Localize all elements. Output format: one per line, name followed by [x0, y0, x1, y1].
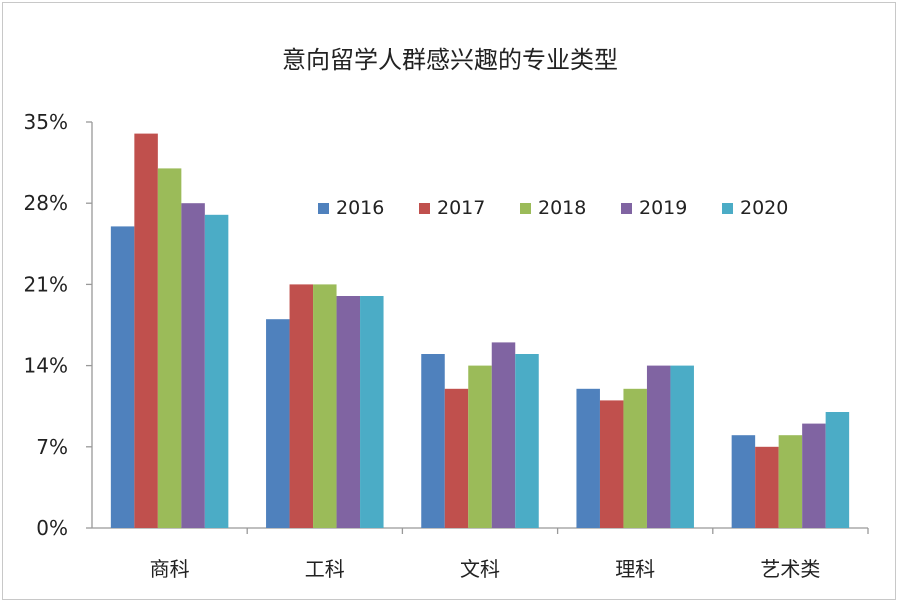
bar-2017-3: [599, 400, 624, 528]
bar-2020-0: [204, 214, 229, 529]
legend-swatch-2020: [722, 203, 733, 214]
bar-2019-4: [802, 423, 826, 528]
bar-2018-4: [778, 435, 803, 528]
y-tick-label: 35%: [24, 110, 68, 134]
legend-label-2018: 2018: [538, 197, 586, 219]
bar-2018-3: [623, 388, 647, 528]
bar-2019-2: [491, 342, 516, 528]
bar-2019-1: [336, 296, 361, 528]
bar-2020-1: [360, 296, 384, 528]
bar-2017-0: [134, 133, 158, 528]
bar-2016-1: [266, 319, 290, 528]
y-tick-label: 0%: [36, 516, 68, 540]
bars: [110, 133, 850, 529]
legend-label-2019: 2019: [639, 197, 687, 219]
bar-2016-3: [576, 388, 600, 528]
y-tick-label: 28%: [24, 191, 68, 215]
bar-2018-1: [313, 284, 337, 528]
x-category-label: 文科: [460, 557, 500, 581]
y-tick-label: 14%: [24, 354, 68, 378]
bar-2016-2: [421, 354, 445, 528]
x-category-label: 商科: [150, 557, 190, 581]
bar-2016-4: [731, 435, 756, 528]
bar-2020-4: [825, 412, 850, 528]
bar-2018-0: [157, 168, 182, 528]
bar-2016-0: [110, 226, 135, 528]
legend-swatch-2018: [520, 203, 531, 214]
chart-title: 意向留学人群感兴趣的专业类型: [282, 46, 618, 74]
y-tick-label: 7%: [36, 435, 68, 459]
legend-label-2016: 2016: [336, 197, 384, 219]
legend-label-2020: 2020: [740, 197, 788, 219]
legend-swatch-2016: [318, 203, 329, 214]
legend-swatch-2019: [621, 203, 632, 214]
bar-2019-0: [181, 203, 205, 528]
legend: 2016 2017 2018 2019 2020: [318, 197, 788, 219]
bar-2018-2: [468, 365, 492, 528]
bar-2017-4: [755, 446, 779, 528]
legend-label-2017: 2017: [437, 197, 485, 219]
bar-2020-2: [515, 354, 539, 528]
y-tick-label: 21%: [24, 272, 68, 296]
x-category-label: 艺术类: [760, 557, 820, 581]
x-category-label: 工科: [305, 557, 345, 581]
bar-2019-3: [646, 365, 671, 528]
bar-2017-1: [289, 284, 314, 528]
bar-2020-3: [670, 365, 694, 528]
bar-2017-2: [444, 388, 469, 528]
x-category-label: 理科: [615, 557, 655, 581]
legend-swatch-2017: [419, 203, 430, 214]
